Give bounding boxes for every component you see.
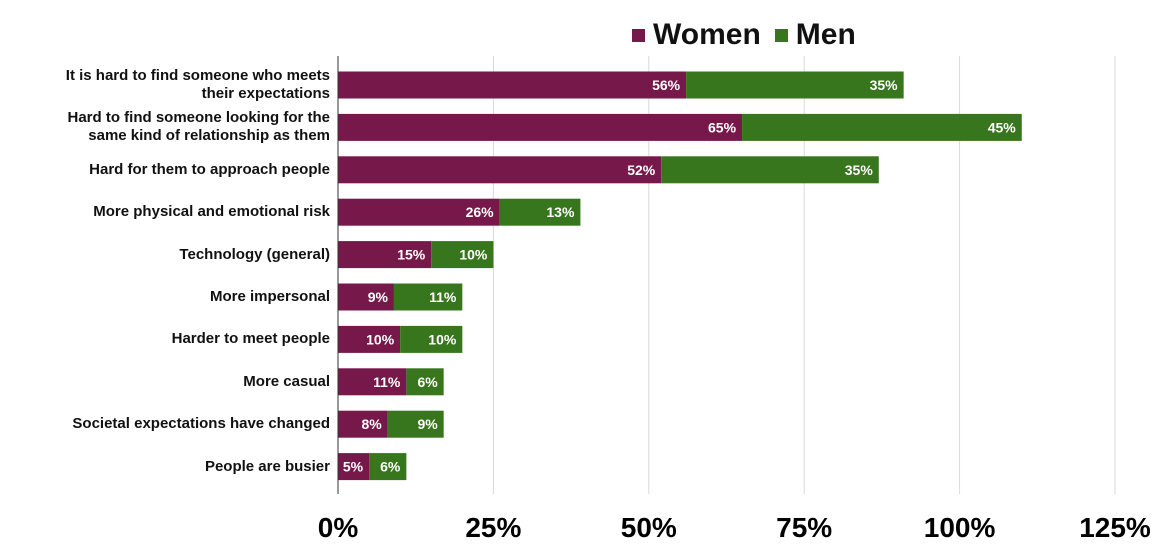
data-label-men: 6%	[380, 459, 401, 475]
category-label: Technology (general)	[179, 245, 330, 263]
x-tick-label: 125%	[1079, 512, 1151, 543]
data-label-men: 45%	[988, 119, 1017, 135]
bar-men	[499, 198, 581, 226]
data-label-women: 26%	[466, 204, 495, 220]
data-label-men: 35%	[870, 77, 899, 93]
category-label: Hard for them to approach people	[89, 160, 330, 178]
legend-item-women: Women	[632, 18, 761, 52]
category-label: Harder to meet people	[171, 330, 330, 348]
x-tick-label: 100%	[923, 512, 996, 543]
bar-men	[431, 241, 494, 269]
data-label-women: 5%	[343, 459, 364, 475]
x-tick-label: 0%	[317, 512, 359, 543]
bar-men	[661, 156, 879, 184]
bar-men	[369, 453, 407, 481]
x-tick-label: 25%	[465, 512, 522, 543]
bar-women	[338, 410, 388, 438]
data-label-women: 8%	[361, 416, 382, 432]
legend-item-men: Men	[774, 18, 856, 52]
bar-men	[406, 368, 444, 396]
x-tick-label: 75%	[776, 512, 833, 543]
bars	[338, 71, 1022, 481]
data-label-men: 10%	[428, 331, 457, 347]
data-label-women: 15%	[397, 247, 426, 263]
data-label-men: 13%	[546, 204, 575, 220]
data-label-men: 6%	[417, 374, 438, 390]
bar-women	[338, 368, 407, 396]
category-label: It is hard to find someone who meets the…	[65, 67, 330, 102]
data-label-women: 65%	[708, 119, 737, 135]
bar-men	[742, 113, 1022, 141]
bar-women	[338, 241, 432, 269]
category-label: People are busier	[204, 457, 330, 475]
legend-label-men: Men	[795, 18, 856, 51]
data-label-men: 35%	[845, 162, 874, 178]
category-label: More impersonal	[209, 288, 330, 305]
legend-swatch-women	[632, 28, 645, 42]
bar-men	[400, 325, 463, 353]
data-label-women: 11%	[373, 374, 401, 390]
legend-swatch-men	[774, 28, 788, 42]
data-label-women: 9%	[368, 289, 389, 305]
data-label-women: 56%	[652, 77, 681, 93]
bar-men	[393, 283, 463, 311]
data-label-men: 9%	[417, 416, 438, 432]
data-label-men: 10%	[459, 247, 488, 263]
category-label: Hard to find someone looking for the sam…	[67, 109, 331, 145]
bar-women	[338, 453, 370, 481]
bar-men	[387, 410, 444, 438]
category-label: More physical and emotional risk	[93, 203, 330, 221]
data-label-women: 52%	[627, 162, 656, 178]
legend-label-women: Women	[653, 18, 761, 51]
data-label-men: 11%	[429, 289, 457, 305]
data-label-women: 10%	[366, 331, 395, 347]
x-tick-label: 50%	[620, 512, 677, 543]
bar-women	[338, 283, 394, 311]
legend: Women Men	[632, 18, 870, 52]
category-label: More casual	[243, 372, 330, 390]
data-labels: 56% 35% 65% 45% 52% 35% 26% 13% 15% 10% 9% 11% 10% 10…	[343, 77, 1016, 475]
bar-women	[338, 156, 662, 184]
bar-women	[338, 198, 500, 226]
category-label: Societal expectations have changed	[72, 415, 330, 433]
bar-women	[338, 71, 687, 99]
bar-men	[686, 71, 904, 99]
bar-women	[338, 113, 743, 141]
bar-women	[338, 325, 401, 353]
